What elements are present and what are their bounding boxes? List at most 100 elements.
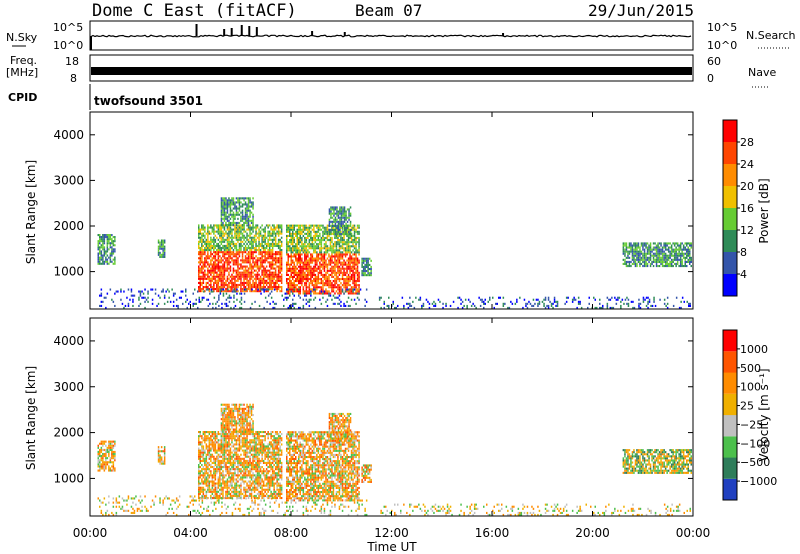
echo-cell bbox=[689, 244, 691, 247]
echo-cell bbox=[223, 197, 226, 200]
echo-cell bbox=[541, 300, 544, 303]
echo-cell bbox=[329, 236, 332, 239]
echo-cell bbox=[301, 236, 303, 239]
echo-cell bbox=[123, 306, 125, 309]
echo-cell bbox=[219, 261, 221, 264]
echo-cell bbox=[217, 445, 220, 448]
echo-cell bbox=[219, 459, 221, 462]
echo-cell bbox=[624, 244, 626, 247]
echo-cell bbox=[270, 279, 272, 282]
echo-cell bbox=[201, 253, 203, 256]
echo-cell bbox=[213, 490, 215, 493]
echo-cell bbox=[287, 241, 289, 244]
echo-cell bbox=[344, 253, 347, 256]
echo-cell bbox=[645, 242, 647, 245]
echo-cell bbox=[682, 246, 685, 249]
echo-cell bbox=[214, 437, 217, 440]
echo-cell bbox=[211, 267, 214, 270]
echo-cell bbox=[157, 249, 160, 252]
echo-cell bbox=[207, 269, 209, 272]
echo-cell bbox=[252, 255, 254, 258]
echo-cell bbox=[246, 290, 248, 293]
echo-cell bbox=[163, 452, 166, 455]
echo-cell bbox=[199, 443, 201, 446]
echo-cell bbox=[672, 248, 674, 251]
echo-cell bbox=[235, 261, 238, 264]
echo-cell bbox=[466, 304, 468, 307]
echo-cell bbox=[211, 497, 214, 500]
echo-cell bbox=[223, 234, 226, 237]
echo-cell bbox=[552, 306, 554, 309]
echo-cell bbox=[232, 261, 235, 264]
echo-cell bbox=[538, 302, 541, 305]
echo-cell bbox=[210, 453, 212, 456]
echo-cell bbox=[274, 232, 277, 235]
echo-cell bbox=[276, 265, 278, 268]
echo-cell bbox=[229, 265, 232, 268]
echo-cell bbox=[299, 255, 301, 258]
echo-cell bbox=[652, 254, 655, 257]
echo-cell bbox=[331, 284, 333, 287]
echo-cell bbox=[229, 228, 232, 231]
echo-cell bbox=[223, 267, 226, 270]
echo-cell bbox=[204, 265, 206, 268]
echo-cell bbox=[216, 451, 218, 454]
echo-cell bbox=[103, 236, 106, 239]
echo-cell bbox=[207, 251, 209, 254]
echo-cell bbox=[307, 261, 309, 264]
echo-cell bbox=[328, 278, 330, 281]
echo-cell bbox=[326, 245, 329, 248]
echo-cell bbox=[243, 283, 245, 286]
echo-cell bbox=[316, 257, 318, 260]
echo-cell bbox=[362, 261, 365, 264]
echo-cell bbox=[358, 236, 360, 239]
echo-cell bbox=[678, 250, 680, 253]
echo-cell bbox=[687, 254, 689, 257]
echo-cell bbox=[678, 246, 680, 249]
echo-cell bbox=[535, 298, 538, 301]
echo-cell bbox=[226, 461, 229, 464]
echo-cell bbox=[633, 248, 635, 251]
echo-cell bbox=[314, 267, 317, 270]
echo-cell bbox=[210, 286, 212, 289]
echo-cell bbox=[334, 206, 337, 209]
echo-cell bbox=[219, 433, 221, 436]
echo-cell bbox=[274, 286, 277, 289]
echo-cell bbox=[337, 278, 339, 281]
echo-cell bbox=[287, 245, 289, 248]
echo-cell bbox=[264, 273, 266, 276]
echo-cell bbox=[304, 255, 306, 258]
echo-cell bbox=[645, 304, 648, 307]
echo-cell bbox=[106, 242, 109, 245]
echo-cell bbox=[102, 256, 104, 259]
echo-cell bbox=[264, 255, 266, 258]
echo-cell bbox=[205, 459, 208, 462]
echo-cell bbox=[249, 226, 251, 229]
echo-cell bbox=[344, 243, 347, 246]
echo-cell bbox=[556, 300, 559, 303]
echo-cell bbox=[302, 275, 305, 278]
echo-cell bbox=[210, 238, 212, 241]
echo-cell bbox=[370, 265, 372, 268]
echo-cell bbox=[298, 255, 300, 258]
echo-cell bbox=[222, 238, 224, 241]
echo-cell bbox=[213, 435, 215, 438]
echo-cell bbox=[293, 224, 295, 227]
echo-cell bbox=[259, 251, 262, 254]
echo-cell bbox=[577, 296, 580, 299]
echo-cell bbox=[336, 231, 338, 234]
echo-cell bbox=[252, 197, 254, 200]
echo-cell bbox=[331, 290, 333, 293]
echo-cell bbox=[334, 234, 336, 237]
echo-cell bbox=[684, 258, 686, 261]
echo-cell bbox=[100, 254, 103, 257]
echo-cell bbox=[337, 255, 339, 258]
echo-cell bbox=[100, 246, 103, 249]
echo-cell bbox=[220, 437, 223, 440]
echo-cell bbox=[344, 241, 347, 244]
echo-cell bbox=[664, 256, 667, 259]
echo-cell bbox=[334, 296, 336, 299]
echo-cell bbox=[225, 247, 227, 250]
echo-cell bbox=[157, 446, 160, 449]
echo-cell bbox=[307, 249, 309, 252]
